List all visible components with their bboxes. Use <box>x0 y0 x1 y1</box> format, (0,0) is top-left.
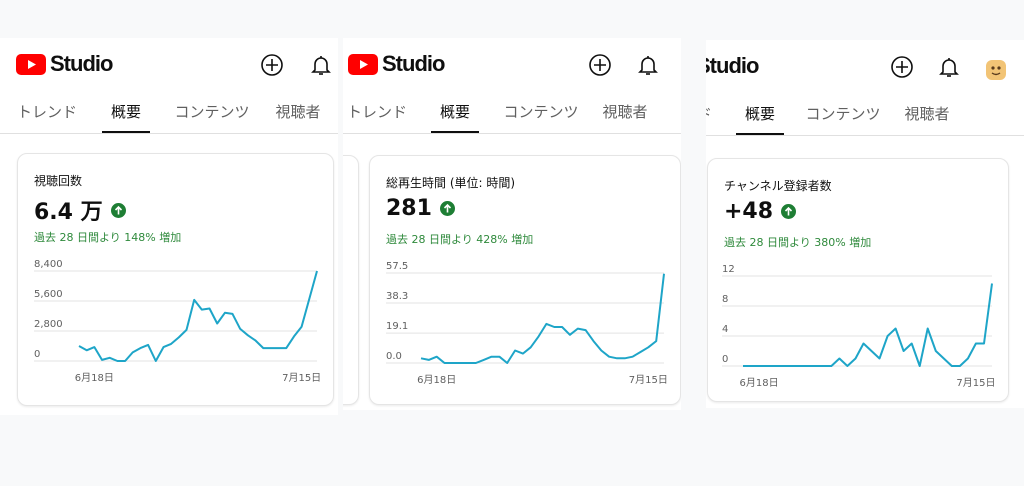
y-tick-label: 2,800 <box>34 319 63 330</box>
notifications-button[interactable] <box>309 53 333 77</box>
metric-value: 6.4 万 <box>34 200 103 225</box>
tab[interactable]: 概要 <box>110 103 142 121</box>
tab[interactable]: トレンド <box>16 103 78 121</box>
y-tick-label: 0.0 <box>386 351 402 362</box>
divider <box>0 133 338 134</box>
create-button[interactable] <box>890 55 914 79</box>
tab[interactable]: トレンド <box>346 103 408 121</box>
tab[interactable]: 概要 <box>744 105 776 123</box>
chart: 0.0 19.1 38.3 57.5 6月18日 7月15日 <box>386 261 668 386</box>
metric-card[interactable]: チャンネル登録者数 +48 過去 28 日間より 380% 増加 0 4 8 12 6月18日… <box>707 158 1009 402</box>
tab[interactable]: コンテンツ <box>503 103 579 121</box>
y-tick-label: 8 <box>722 294 728 305</box>
x-tick-label: 7月15日 <box>629 374 668 386</box>
series-line <box>743 283 993 367</box>
tab[interactable]: 視聴者 <box>275 103 321 121</box>
series-line <box>420 273 665 364</box>
divider <box>706 135 1024 136</box>
metric-card[interactable]: 総再生時間 (単位: 時間) 281 過去 28 日間より 428% 増加 0.0 19… <box>369 155 681 405</box>
x-tick-label: 6月18日 <box>75 372 114 384</box>
divider <box>343 133 681 134</box>
logo: Studio <box>706 53 759 79</box>
y-tick-label: 8,400 <box>34 259 63 270</box>
x-tick-label: 7月15日 <box>956 377 995 389</box>
card-title: 総再生時間 (単位: 時間) <box>386 176 516 190</box>
tab[interactable]: コンテンツ <box>805 105 881 123</box>
logo: Studio <box>16 51 113 77</box>
notifications-button[interactable] <box>937 55 961 79</box>
tab[interactable]: 視聴者 <box>904 105 950 123</box>
tab-underline <box>102 131 150 133</box>
avatar-button[interactable] <box>984 58 1008 82</box>
metric-card[interactable]: 視聴回数 6.4 万過去 28 日間より 148% 増加 0 2,800 5,600 8,… <box>17 153 334 406</box>
y-tick-label: 5,600 <box>34 289 63 300</box>
card-title: 視聴回数 <box>34 174 83 188</box>
metric-row: 281 <box>386 196 455 221</box>
y-tick-label: 4 <box>722 324 728 335</box>
card-edge <box>343 155 359 405</box>
x-tick-label: 6月18日 <box>740 377 779 389</box>
studio-screen: Studio トレンド 概要 コンテンツ 視聴者総再生時間 (単位: 時間) 281 過去 … <box>343 38 681 410</box>
metric-row: +48 <box>724 199 797 224</box>
notifications-button[interactable] <box>636 53 660 77</box>
create-button[interactable] <box>260 53 284 77</box>
x-tick-label: 7月15日 <box>282 372 321 384</box>
logo: Studio <box>348 51 445 77</box>
y-tick-label: 0 <box>722 354 728 365</box>
series-line <box>78 270 318 362</box>
tab[interactable]: 概要 <box>439 103 471 121</box>
y-tick-label: 0 <box>34 349 40 360</box>
chart: 0 2,800 5,600 8,400 6月18日 7月15日 <box>34 259 321 384</box>
logo-text: Studio <box>382 51 445 76</box>
up-icon <box>781 204 797 219</box>
up-icon <box>439 201 455 216</box>
create-button[interactable] <box>588 53 612 77</box>
metric-value: +48 <box>724 199 774 224</box>
metric-change: 過去 28 日間より 428% 増加 <box>386 233 534 246</box>
metric-change: 過去 28 日間より 148% 増加 <box>34 231 182 244</box>
metric-row: 6.4 万 <box>34 194 126 226</box>
logo-text: Studio <box>706 53 759 78</box>
tab[interactable]: 視聴者 <box>602 103 648 121</box>
chart: 0 4 8 12 6月18日 7月15日 <box>722 264 995 389</box>
y-tick-label: 57.5 <box>386 261 408 272</box>
x-tick-label: 6月18日 <box>417 374 456 386</box>
card-title: チャンネル登録者数 <box>724 179 832 193</box>
logo-icon <box>348 53 378 75</box>
logo-icon <box>16 53 46 75</box>
y-tick-label: 12 <box>722 264 735 275</box>
tab-underline <box>736 133 784 135</box>
tab[interactable]: コンテンツ <box>174 103 250 121</box>
y-tick-label: 38.3 <box>386 291 408 302</box>
metric-value: 281 <box>386 196 432 221</box>
studio-screen: Studio トレンド 概要 コンテンツ 視聴者視聴回数 6.4 万過去 28 日間より … <box>0 38 338 415</box>
y-tick-label: 19.1 <box>386 321 408 332</box>
logo-text: Studio <box>50 51 113 76</box>
up-icon <box>110 202 126 218</box>
metric-change: 過去 28 日間より 380% 増加 <box>724 236 872 249</box>
tab-underline <box>431 131 479 133</box>
tab[interactable]: トレンド <box>706 103 712 124</box>
